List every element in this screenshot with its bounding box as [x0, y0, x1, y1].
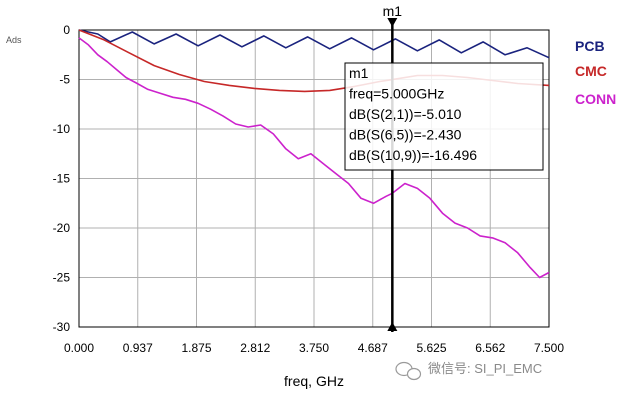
marker-label: m1	[383, 3, 403, 19]
y-tick-label: -5	[59, 73, 70, 87]
x-tick-label: 6.562	[475, 341, 505, 355]
marker-top-arrow[interactable]	[387, 18, 398, 27]
y-tick-label: -10	[53, 122, 71, 136]
watermark: 微信号: SI_PI_EMC	[395, 361, 542, 381]
y-tick-labels: 0 -5 -10 -15 -20 -25 -30	[53, 23, 71, 334]
x-tick-label: 0.937	[123, 341, 153, 355]
y-tick-label: -25	[53, 271, 71, 285]
marker-bottom-arrow[interactable]	[387, 322, 398, 331]
x-tick-label: 5.625	[416, 341, 446, 355]
marker-readout-line: dB(S(6,5))=-2.430	[349, 127, 462, 143]
x-tick-label: 4.687	[358, 341, 388, 355]
plot-frame	[78, 29, 550, 328]
x-tick-labels: 0.000 0.937 1.875 2.812 3.750 4.687 5.625 6.562…	[64, 341, 564, 355]
x-tick-label: 2.812	[240, 341, 270, 355]
legend-item-cmc: CMC	[575, 63, 607, 79]
x-axis-label: freq, GHz	[284, 373, 344, 389]
marker-readout-line: m1	[349, 65, 369, 81]
y-tick-label: -30	[53, 320, 71, 334]
marker-readout-box	[344, 62, 544, 171]
marker-readout-line: dB(S(10,9))=-16.496	[349, 147, 477, 163]
y-axis-label: Ads	[6, 35, 22, 45]
x-tick-label: 1.875	[181, 341, 211, 355]
wechat-icon	[395, 361, 422, 381]
x-tick-label: 0.000	[64, 341, 94, 355]
series-conn-line	[78, 37, 550, 279]
marker-m1[interactable]: m1 m1 freq=5.000GHz dB(S(2,1))=-5.010 dB(S(6…	[344, 3, 544, 332]
y-tick-label: -20	[53, 221, 71, 235]
x-tick-label: 3.750	[299, 341, 329, 355]
marker-readout-line: freq=5.000GHz	[349, 86, 444, 102]
y-tick-label: 0	[63, 23, 70, 37]
x-tick-label: 7.500	[534, 341, 564, 355]
series-pcb-line	[78, 29, 550, 59]
legend-item-conn: CONN	[575, 91, 616, 107]
legend-item-pcb: PCB	[575, 38, 605, 54]
marker-readout-line: dB(S(2,1))=-5.010	[349, 106, 462, 122]
watermark-text: 微信号: SI_PI_EMC	[428, 361, 542, 376]
y-tick-label: -15	[53, 172, 71, 186]
legend: PCB CMC CONN	[575, 38, 616, 107]
